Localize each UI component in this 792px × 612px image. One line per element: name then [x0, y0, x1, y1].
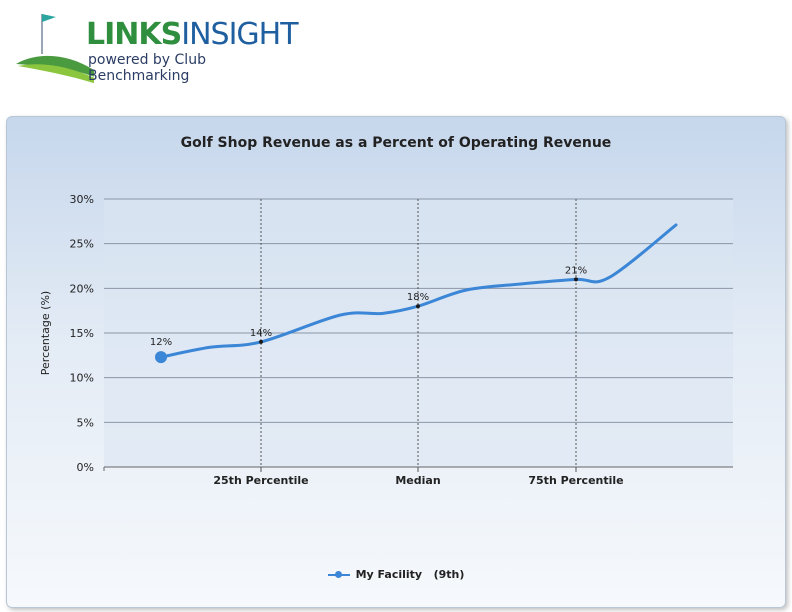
chart-title: Golf Shop Revenue as a Percent of Operat… [180, 135, 612, 151]
y-tick-label: 10% [70, 372, 94, 385]
y-tick-label: 20% [70, 282, 94, 295]
logo-subtitle: powered by Club Benchmarking [88, 52, 206, 84]
benchmark-label: 14% [250, 328, 272, 339]
benchmark-point [259, 339, 263, 344]
x-tick-label: 75th Percentile [528, 474, 623, 487]
grid-lines [103, 198, 733, 472]
x-axis-categories: 25th Percentile Median 75th Percentile [213, 474, 623, 487]
x-tick-label: 25th Percentile [213, 474, 308, 487]
series-points: 12% 14% 18% 21% [150, 265, 587, 364]
benchmark-label: 18% [407, 292, 429, 303]
y-tick-label: 30% [70, 193, 94, 206]
benchmark-point [574, 277, 578, 282]
benchmark-point [416, 304, 420, 309]
y-axis-ticks: 0% 5% 10% 15% 20% 25% 30% [70, 193, 94, 474]
y-tick-label: 25% [70, 238, 94, 251]
y-tick-label: 15% [70, 327, 94, 340]
my-facility-marker [155, 351, 167, 364]
logo-title: LINKSINSIGHT [86, 17, 299, 52]
y-tick-label: 5% [77, 416, 94, 429]
y-axis-label: Percentage (%) [39, 291, 52, 375]
links-insight-logo: LINKSINSIGHT powered by Club Benchmarkin… [14, 8, 304, 94]
benchmark-label: 21% [565, 265, 587, 276]
legend-series-marker-icon [327, 570, 350, 580]
my-facility-label: 12% [150, 337, 172, 348]
legend-series-name: My Facility (9th) [355, 568, 465, 581]
chart-legend[interactable]: My Facility (9th) [0, 568, 792, 581]
y-tick-label: 0% [77, 461, 94, 474]
x-tick-label: Median [395, 474, 440, 487]
golf-flag-logo-icon [16, 14, 94, 84]
